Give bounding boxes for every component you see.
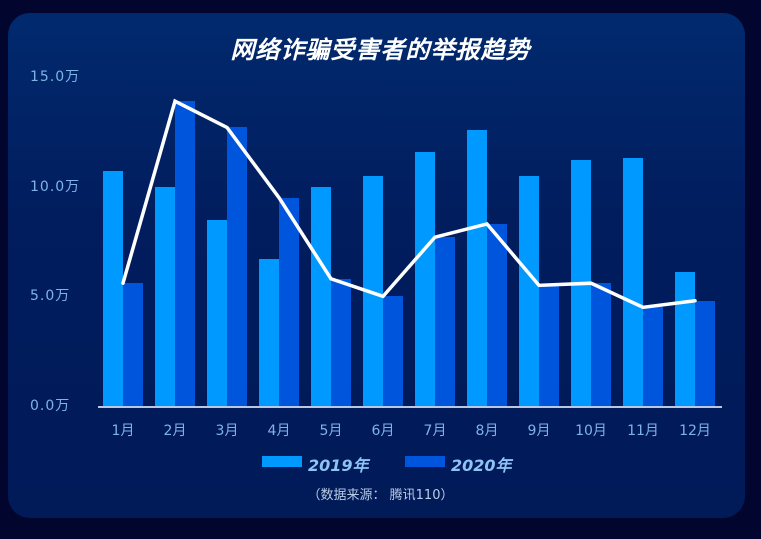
bar-2020	[123, 283, 143, 406]
bar-2020	[487, 223, 507, 406]
legend-label-2019: 2019年	[308, 456, 369, 475]
bar-2020	[175, 101, 195, 406]
x-tick-label: 9月	[527, 423, 551, 439]
x-tick-label: 3月	[215, 423, 239, 439]
x-tick-label: 6月	[371, 423, 395, 439]
bar-2019	[519, 175, 539, 406]
bar-2020	[331, 278, 351, 406]
legend-swatch-2019	[262, 456, 302, 467]
legend-label-2020: 2020年	[451, 456, 512, 475]
x-tick-label: 4月	[267, 423, 291, 439]
x-tick-label: 11月	[627, 423, 659, 439]
y-tick-label: 0.0万	[30, 398, 71, 414]
x-tick-label: 10月	[575, 423, 607, 439]
y-tick-label: 10.0万	[30, 178, 81, 195]
bar-2020	[643, 307, 663, 406]
bar-2020	[279, 197, 299, 406]
y-tick-label: 5.0万	[30, 288, 71, 305]
bar-2019	[103, 171, 123, 406]
bar-2020	[591, 283, 611, 406]
x-tick-label: 1月	[111, 423, 135, 439]
bar-2019	[259, 259, 279, 406]
legend-swatch-2020	[405, 456, 445, 467]
x-tick-label: 12月	[679, 423, 711, 439]
bar-2019	[155, 186, 175, 406]
chart-title: 网络诈骗受害者的举报趋势	[230, 36, 531, 64]
bar-2019	[467, 129, 487, 406]
x-tick-label: 8月	[475, 423, 499, 439]
x-tick-label: 7月	[423, 423, 447, 439]
bar-2019	[207, 219, 227, 406]
data-source-note: （数据来源： 腾讯110）	[307, 488, 454, 503]
bar-2020	[539, 285, 559, 406]
bar-2019	[675, 272, 695, 406]
x-tick-label: 5月	[319, 423, 343, 439]
bar-2019	[623, 158, 643, 406]
bar-2020	[383, 296, 403, 406]
bar-2019	[311, 186, 331, 406]
bar-2019	[363, 175, 383, 406]
x-tick-label: 2月	[163, 423, 187, 439]
bar-2020	[435, 237, 455, 406]
x-axis-line	[98, 406, 722, 408]
bar-2019	[415, 151, 435, 406]
bar-2020	[227, 127, 247, 406]
y-tick-label: 15.0万	[30, 69, 81, 86]
bar-2020	[695, 300, 715, 406]
